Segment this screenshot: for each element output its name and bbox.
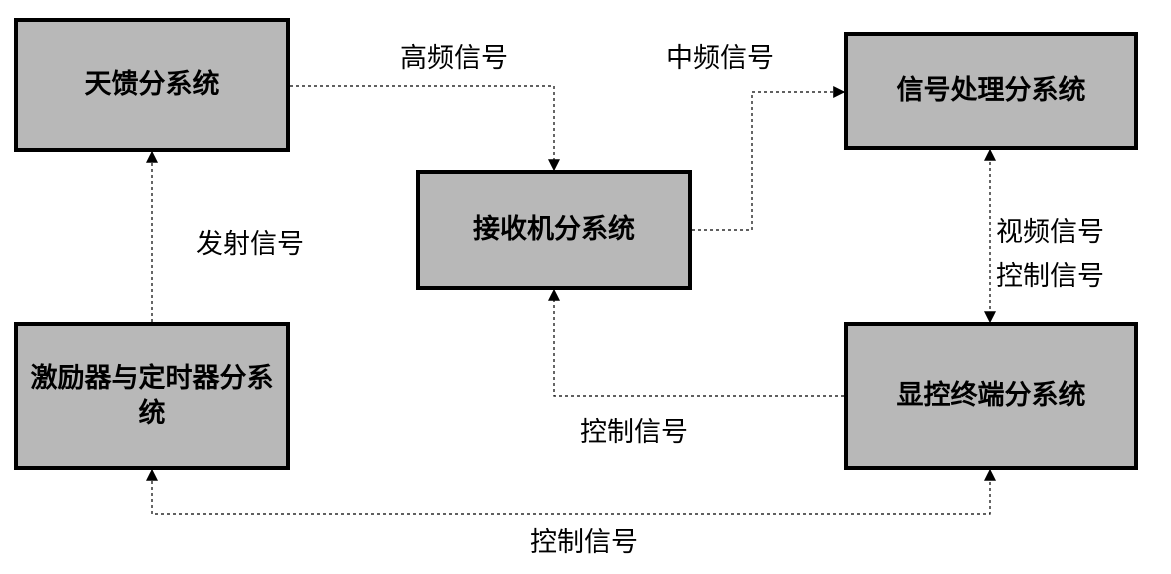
edge-display-to-receiver [554,290,844,396]
node-antenna-label: 天馈分系统 [85,67,220,102]
node-antenna: 天馈分系统 [14,18,290,152]
label-video-signal: 视频信号 [996,210,1104,249]
edge-display-to-exciter [152,470,990,514]
label-if-signal: 中频信号 [666,36,774,75]
node-display: 显控终端分系统 [844,322,1138,470]
label-ctrl-signal-2: 控制信号 [580,410,688,449]
label-transmit-signal: 发射信号 [196,222,304,261]
label-ctrl-signal-1: 控制信号 [996,254,1104,293]
edge-antenna-to-receiver [290,86,554,170]
node-receiver-label: 接收机分系统 [473,212,635,247]
label-hf-signal: 高频信号 [400,36,508,75]
node-receiver: 接收机分系统 [416,170,692,290]
node-sigproc: 信号处理分系统 [844,32,1138,150]
node-display-label: 显控终端分系统 [897,378,1086,413]
node-exciter-label: 激励器与定时器分系统 [22,361,282,431]
edge-receiver-to-sigproc [692,92,844,230]
node-exciter: 激励器与定时器分系统 [14,322,290,470]
node-sigproc-label: 信号处理分系统 [897,73,1086,108]
label-ctrl-signal-3: 控制信号 [530,520,638,559]
